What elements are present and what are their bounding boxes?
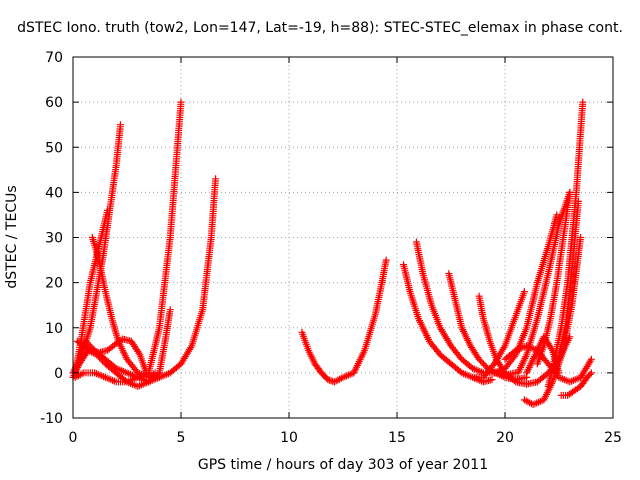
x-tick-label: 5 [177, 430, 186, 446]
series-arc-22 [523, 333, 563, 377]
x-tick-label: 10 [280, 430, 298, 446]
series-markers [557, 369, 595, 399]
series-arc-7 [82, 175, 220, 386]
ticks: -10 0 10 20 30 40 50 60 70 0 5 10 15 20 25 [40, 50, 622, 446]
y-tick-label: 0 [54, 366, 63, 382]
series-markers [471, 288, 528, 381]
series-arc-8 [298, 256, 390, 386]
series-arc-15 [514, 188, 574, 377]
chart-title: dSTEC Iono. truth (tow2, Lon=147, Lat=-1… [17, 20, 623, 36]
series-arc-6 [71, 98, 185, 386]
y-tick-label: 50 [45, 140, 63, 156]
y-tick-label: -10 [40, 411, 63, 427]
series-arc-16 [533, 188, 574, 368]
y-tick-label: 70 [45, 50, 63, 66]
y-axis-label: dSTEC / TECUs [4, 185, 20, 289]
x-axis-label: GPS time / hours of day 303 of year 2011 [197, 457, 489, 473]
y-tick-label: 30 [45, 231, 63, 247]
series-arc-13 [471, 288, 528, 381]
x-tick-label: 15 [388, 430, 406, 446]
x-tick-label: 0 [69, 430, 78, 446]
series-markers [555, 197, 582, 359]
x-tick-label: 25 [604, 430, 622, 446]
series-arc-21 [557, 369, 595, 399]
series-arc-9 [400, 261, 496, 386]
x-tick-label: 20 [496, 430, 514, 446]
series-markers [400, 261, 496, 386]
series-markers [82, 175, 220, 386]
y-tick-label: 60 [45, 95, 63, 111]
y-tick-label: 10 [45, 321, 63, 337]
y-tick-label: 40 [45, 185, 63, 201]
series-markers [298, 256, 390, 386]
series-markers [533, 188, 574, 368]
series-arc-20 [555, 197, 582, 359]
data-layer [69, 98, 595, 408]
series-markers [523, 333, 563, 377]
series-markers [71, 98, 185, 386]
series-markers [514, 188, 574, 377]
y-tick-label: 20 [45, 276, 63, 292]
